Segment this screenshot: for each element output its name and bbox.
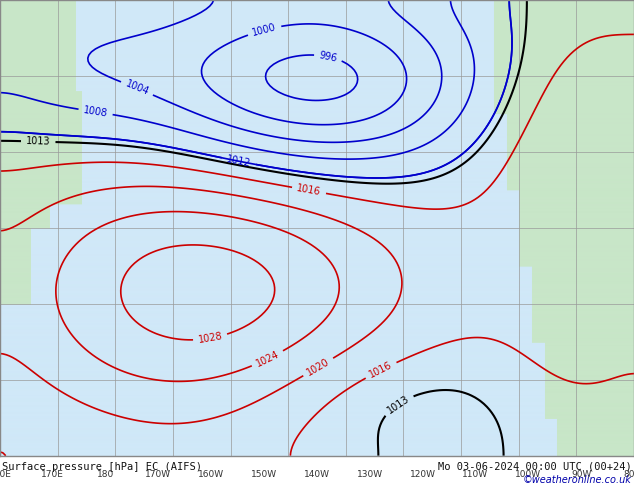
Text: 160W: 160W xyxy=(198,470,224,479)
Text: 130W: 130W xyxy=(357,470,383,479)
Text: ©weatheronline.co.uk: ©weatheronline.co.uk xyxy=(523,475,632,485)
Text: Surface pressure [hPa] EC (AIFS): Surface pressure [hPa] EC (AIFS) xyxy=(2,462,202,472)
Text: 1013: 1013 xyxy=(26,136,51,147)
Text: 170W: 170W xyxy=(145,470,172,479)
Text: 1020: 1020 xyxy=(305,356,332,378)
Text: 1000: 1000 xyxy=(251,22,278,38)
Text: 1024: 1024 xyxy=(254,349,281,368)
Text: 80W: 80W xyxy=(624,470,634,479)
Text: 100W: 100W xyxy=(515,470,541,479)
Text: 1012: 1012 xyxy=(226,154,252,169)
Text: 1016: 1016 xyxy=(368,360,394,380)
Text: 1028: 1028 xyxy=(197,331,223,345)
Text: 110W: 110W xyxy=(462,470,489,479)
Text: 180: 180 xyxy=(97,470,114,479)
Text: 1013: 1013 xyxy=(385,393,411,415)
Text: 1004: 1004 xyxy=(124,79,150,98)
Text: 160E: 160E xyxy=(0,470,11,479)
Text: 170E: 170E xyxy=(41,470,64,479)
Text: 140W: 140W xyxy=(304,470,330,479)
Text: 1016: 1016 xyxy=(296,183,322,197)
Text: 150W: 150W xyxy=(251,470,277,479)
Text: 120W: 120W xyxy=(410,470,436,479)
Text: 90W: 90W xyxy=(571,470,592,479)
Text: 1008: 1008 xyxy=(82,105,108,119)
Text: 996: 996 xyxy=(318,50,338,64)
Text: Mo 03-06-2024 00:00 UTC (00+24): Mo 03-06-2024 00:00 UTC (00+24) xyxy=(438,462,632,472)
